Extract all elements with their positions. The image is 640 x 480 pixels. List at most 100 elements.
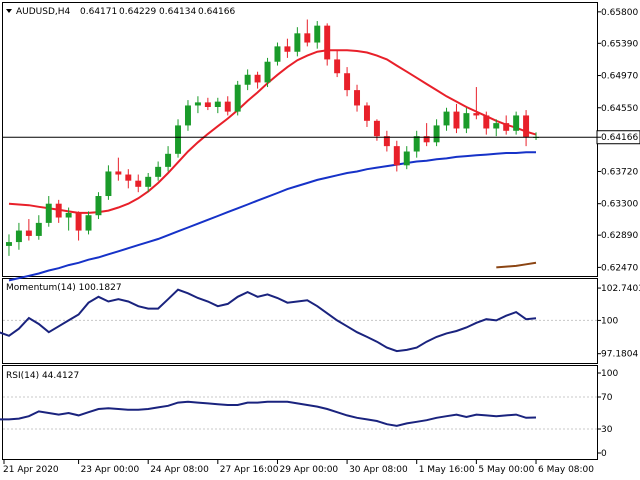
candle-body[interactable] [194,102,201,106]
price-tick-label: 0.65800 [601,8,638,18]
candle-body[interactable] [135,180,142,187]
candlesticks[interactable] [5,19,540,256]
indicator-tick-label: 97.1804 [601,350,638,360]
candle-body[interactable] [334,59,341,74]
price-tick-label: 0.64550 [601,104,638,114]
time-tick-label: 1 May 16:00 [419,465,475,475]
candle-body[interactable] [493,123,500,129]
candle-body[interactable] [45,203,52,223]
candle-body[interactable] [145,176,152,187]
candle-body[interactable] [363,105,370,121]
candle-body[interactable] [423,136,430,143]
candle-body[interactable] [373,120,380,137]
candle-body[interactable] [433,125,440,143]
rsi-gridlines [3,396,597,430]
candle-body[interactable] [274,46,281,62]
price-tick-label: 0.63720 [601,167,638,177]
candle-body[interactable] [125,174,132,181]
time-tick-label: 30 Apr 08:00 [349,465,408,475]
candle-body[interactable] [234,84,241,112]
candle-body[interactable] [403,151,410,166]
price-tick-label: 0.63300 [601,200,638,210]
candle-body[interactable] [65,212,72,218]
indicator-tick-label: 30 [601,425,613,435]
candle-body[interactable] [304,33,311,43]
time-tick-label: 5 May 00:00 [478,465,534,475]
header-close: 0.64166 [198,7,235,17]
header-low: 0.64134 [159,7,196,17]
time-axis: 21 Apr 2020 23 Apr 00:00 24 Apr 08:00 27 Ap… [3,460,594,475]
time-tick-label: 27 Apr 16:00 [220,465,279,475]
candle-body[interactable] [254,74,261,83]
candle-body[interactable] [473,113,480,116]
moving-average-line [8,151,536,282]
current-price-label: 0.64166 [601,133,638,143]
rsi-axis: 100 70 30 0 [597,369,618,459]
candle-body[interactable] [204,102,211,107]
candle-body[interactable] [413,136,420,152]
candle-body[interactable] [294,33,301,52]
candle-body[interactable] [354,90,361,106]
price-tick-label: 0.62470 [601,263,638,273]
rsi-panel-frame [2,365,598,460]
candle-body[interactable] [244,74,251,85]
candle-body[interactable] [443,111,450,126]
candle-body[interactable] [115,171,122,175]
indicator-polyline [0,288,537,353]
indicator-polyline [0,400,537,427]
candle-body[interactable] [503,123,510,131]
candle-body[interactable] [184,105,191,126]
time-tick-label: 24 Apr 08:00 [150,465,209,475]
candle-body[interactable] [264,61,271,83]
header-open: 0.64171 [80,7,117,17]
candle-body[interactable] [324,25,331,60]
time-tick-label: 6 May 08:00 [538,465,594,475]
candle-body[interactable] [483,115,490,129]
time-tick-label: 23 Apr 00:00 [81,465,140,475]
indicator-tick-label: 70 [601,393,613,403]
price-axis: 0.65800 0.65390 0.64970 0.64550 0.63720 0.633… [597,8,638,273]
header-symbol: AUDUSD,H4 [16,7,71,17]
candle-body[interactable] [85,215,92,231]
header-high: 0.64229 [119,7,156,17]
candle-body[interactable] [523,115,530,137]
time-tick-label: 29 Apr 00:00 [279,465,338,475]
symbol-dropdown-icon[interactable] [6,9,12,13]
candle-body[interactable] [5,242,12,246]
candle-body[interactable] [165,153,172,167]
candle-body[interactable] [75,212,82,231]
candle-body[interactable] [214,101,221,107]
indicator-tick-label: 102.7403 [601,284,640,294]
moving-average-line [496,261,537,269]
indicator-tick-label: 100 [601,369,618,379]
indicator-tick-label: 100 [601,316,618,326]
momentum-axis: 102.7403 100 97.1804 [597,284,640,360]
candle-body[interactable] [513,115,520,131]
candle-body[interactable] [55,203,62,218]
price-tick-label: 0.65390 [601,39,638,49]
time-tick-label: 21 Apr 2020 [3,465,59,475]
candle-body[interactable] [463,113,470,129]
candle-body[interactable] [175,125,182,154]
price-tick-label: 0.62890 [601,231,638,241]
candle-body[interactable] [344,73,351,91]
candle-body[interactable] [95,196,102,216]
candle-body[interactable] [314,25,321,43]
candle-body[interactable] [155,166,162,177]
rsi-line [0,400,537,427]
candle-body[interactable] [105,171,112,197]
candle-body[interactable] [393,146,400,166]
candle-body[interactable] [383,136,390,147]
candle-body[interactable] [25,230,32,236]
price-tick-label: 0.64970 [601,72,638,82]
rsi-label: RSI(14) 44.4127 [6,371,79,381]
momentum-label: Momentum(14) 100.1827 [6,283,122,293]
candle-body[interactable] [15,230,22,243]
moving-averages [8,49,537,282]
candle-body[interactable] [453,111,460,129]
candle-body[interactable] [224,101,231,112]
candle-body[interactable] [284,46,291,52]
candle-body[interactable] [35,222,42,236]
